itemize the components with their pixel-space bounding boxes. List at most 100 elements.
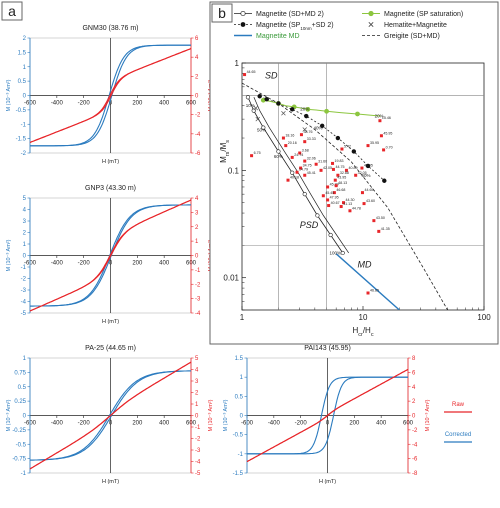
y-left-axis-label: M (10⁻³ Am²) (223, 399, 229, 431)
sample-label: 44.65 (247, 70, 256, 74)
sd-md-point (261, 125, 266, 130)
sample-point (372, 219, 376, 223)
y-right-tick-label: 3 (195, 210, 199, 216)
y-right-tick-label: 0 (412, 414, 416, 420)
sample-label: 35.95 (370, 141, 379, 145)
x-tick-label: -400 (51, 261, 64, 267)
sample-label: 34.75 (303, 164, 312, 168)
y-right-tick-label: 6 (412, 370, 416, 376)
y-left-tick-label: -2 (21, 277, 27, 283)
legend-label: Magnetite MD (256, 33, 300, 40)
y-right-tick-label: 4 (195, 368, 199, 374)
region-label-sd: SD (265, 70, 278, 80)
sample-point (326, 198, 330, 202)
hysteresis-branch-corrected (30, 370, 191, 461)
y-right-tick-label: 0 (195, 414, 199, 420)
sub: rs (225, 151, 231, 156)
sp-sd-point (257, 94, 262, 99)
y-right-tick-label: 6 (195, 36, 199, 42)
x-tick-label: -200 (78, 261, 91, 267)
y-tick-label: 1 (235, 59, 240, 68)
sd-md-point (245, 95, 251, 100)
sample-label: 38.76 (303, 130, 312, 134)
sample-label: 46.85 (370, 289, 379, 293)
y-right-tick-label: -2 (195, 437, 201, 443)
sd-md-point (276, 149, 281, 154)
y-right-tick-label: -5 (195, 471, 201, 477)
sp-sd-point (319, 123, 325, 128)
sp-saturation-point (324, 108, 329, 114)
sample-label: 32.05 (358, 171, 367, 175)
sample-point (336, 173, 340, 177)
y-right-tick-label: -4 (195, 311, 201, 317)
x-tick-label: -200 (295, 421, 308, 427)
sample-point (250, 154, 254, 158)
sp-sd-point (290, 107, 295, 112)
y-left-tick-label: 4 (23, 208, 27, 214)
y-left-tick-label: -1 (21, 265, 27, 271)
x-axis-label: H (mT) (319, 479, 336, 485)
y-left-tick-label: 2 (23, 231, 27, 237)
y-left-tick-label: 0 (23, 414, 27, 420)
sample-point (314, 162, 318, 166)
y-right-tick-label: -4 (195, 132, 201, 138)
sample-point (334, 184, 338, 188)
sample-label: 45.95 (383, 131, 392, 135)
legend-item: Hematite+Magnetite (368, 22, 447, 29)
sample-point (284, 144, 288, 148)
hematite-magnetite-point (253, 105, 259, 111)
sample-label: 32.06 (307, 157, 316, 161)
x-axis-label: H (mT) (102, 479, 119, 485)
legend-label: Magnetite (SP saturation) (384, 11, 463, 18)
y-left-tick-label: 0 (240, 414, 244, 420)
sample-point (303, 159, 307, 163)
hysteresis-branch-corrected (247, 376, 408, 455)
plot-title: GNP3 (43.30 m) (85, 185, 136, 192)
y-left-tick-label: 0.5 (18, 79, 27, 85)
sep: /M (219, 142, 228, 151)
x-tick-label: -400 (51, 101, 64, 107)
sample-label: 43.95 (337, 176, 346, 180)
y-tick-label: 0.1 (228, 166, 240, 175)
sd-md-point (302, 192, 307, 197)
curve-label: 10% (246, 103, 255, 108)
sample-label: 40.67 (331, 201, 340, 205)
legend-label: Magnetite (SP10nm+SD 2) (256, 22, 334, 31)
y-left-axis-label: M (10⁻³ Am²) (6, 399, 12, 431)
legend-corrected-label: Corrected (445, 432, 471, 438)
y-right-tick-label: 2 (412, 399, 416, 405)
sample-point (295, 170, 299, 174)
region-label-md: MD (357, 259, 371, 269)
hysteresis-branch-corrected (30, 44, 191, 147)
sample-point (354, 173, 358, 177)
y-right-tick-label: 1 (195, 402, 199, 408)
sample-label: 15.46 (382, 116, 391, 120)
y-right-tick-label: 2 (195, 74, 199, 80)
x-tick-label: 400 (159, 421, 170, 427)
y-right-tick-label: -3 (195, 448, 201, 454)
sample-point (348, 209, 352, 213)
day-plot-legend: Magnetite (SD+MD 2) Magnetite (SP saturat… (234, 10, 463, 40)
y-right-tick-label: -4 (195, 460, 201, 466)
sample-label: 20.16 (288, 141, 297, 145)
plot-title: GNM30 (38.76 m) (82, 25, 138, 32)
hysteresis-plot-pai143: PAI143 (45.95)-600-400-2000200400600-1.5… (223, 345, 431, 485)
panel-label-box-b (211, 3, 233, 23)
x-tick-label: 200 (349, 421, 360, 427)
curve-label: 40% (314, 126, 323, 131)
sample-point (360, 191, 364, 195)
legend-symbol-marker (368, 22, 374, 27)
y-right-tick-label: 2 (195, 391, 199, 397)
sample-point (243, 73, 247, 77)
sample-point (332, 191, 336, 195)
y-left-tick-label: -1 (21, 471, 27, 477)
sample-point (326, 185, 330, 189)
y-left-tick-label: 1.5 (235, 356, 244, 362)
legend-item: Magnetite (SP10nm+SD 2) (234, 22, 334, 31)
y-left-tick-label: 0 (23, 94, 27, 100)
sample-point (281, 136, 285, 140)
sample-point (362, 202, 366, 206)
y-axis-label: Mrs/Ms (219, 140, 231, 163)
